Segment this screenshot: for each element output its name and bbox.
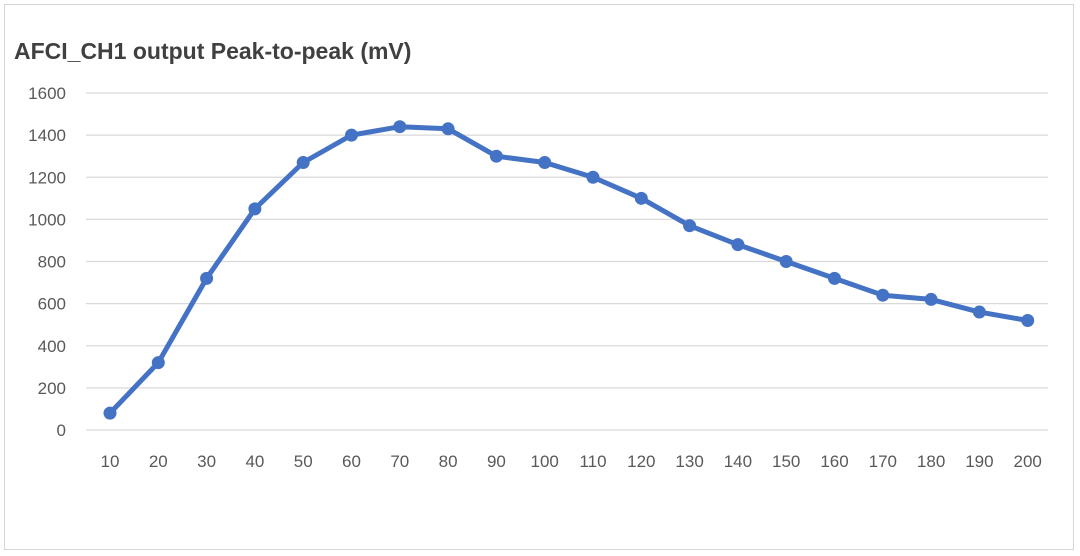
x-tick-label: 170 (869, 452, 897, 471)
x-tick-label: 200 (1014, 452, 1042, 471)
x-tick-label: 50 (294, 452, 313, 471)
data-point-130 (683, 219, 697, 233)
x-tick-label: 60 (342, 452, 361, 471)
data-point-180 (924, 292, 938, 306)
data-point-200 (1021, 313, 1035, 327)
x-tick-label: 150 (772, 452, 800, 471)
series-line (107, 124, 1031, 416)
y-tick-label: 0 (57, 421, 66, 440)
data-point-160 (828, 271, 841, 285)
chart-frame (4, 4, 1074, 550)
y-tick-label: 200 (38, 379, 66, 398)
data-point-140 (731, 238, 745, 252)
data-point-120 (634, 191, 648, 205)
x-tick-label: 40 (245, 452, 264, 471)
data-point-190 (972, 305, 986, 319)
y-tick-label: 400 (38, 337, 66, 356)
data-point-30 (200, 271, 214, 285)
x-tick-label: 120 (627, 452, 655, 471)
x-tick-label: 140 (724, 452, 752, 471)
data-point-20 (151, 356, 165, 370)
data-point-60 (345, 128, 358, 142)
x-tick-label: 180 (917, 452, 945, 471)
x-tick-label: 70 (390, 452, 409, 471)
y-tick-label: 800 (38, 253, 66, 272)
x-tick-label: 160 (820, 452, 848, 471)
y-tick-label: 1200 (28, 168, 66, 187)
x-tick-label: 20 (149, 452, 168, 471)
data-point-170 (876, 288, 890, 302)
data-point-50 (296, 156, 310, 170)
y-tick-label: 1400 (28, 126, 66, 145)
y-tick-label: 600 (38, 295, 66, 314)
y-tick-label: 1600 (28, 84, 66, 103)
x-tick-label: 110 (579, 452, 606, 471)
x-axis-ticks: 10 20 30 40 50 60 70 80 90 100 110 120 130 140 150 160 1… (101, 452, 1042, 471)
y-axis-ticks: 0 200 400 600 800 1000 1200 1400 1600 (28, 84, 66, 440)
data-point-100 (538, 156, 552, 170)
data-point-110 (586, 170, 600, 184)
data-point-70 (393, 120, 407, 134)
x-tick-label: 100 (531, 452, 559, 471)
x-tick-label: 190 (965, 452, 993, 471)
x-tick-label: 90 (487, 452, 506, 471)
data-point-90 (489, 149, 503, 163)
x-tick-label: 130 (675, 452, 703, 471)
data-point-80 (441, 122, 455, 136)
data-point-10 (103, 406, 117, 420)
x-tick-label: 30 (197, 452, 216, 471)
gridlines (86, 92, 1048, 431)
series-layer (103, 120, 1035, 420)
data-point-150 (779, 255, 793, 268)
x-tick-label: 80 (439, 452, 458, 471)
y-tick-label: 1000 (28, 210, 66, 229)
x-tick-label: 10 (101, 452, 120, 471)
data-point-40 (248, 202, 262, 216)
chart-title: AFCI_CH1 output Peak-to-peak (mV) (14, 38, 412, 64)
